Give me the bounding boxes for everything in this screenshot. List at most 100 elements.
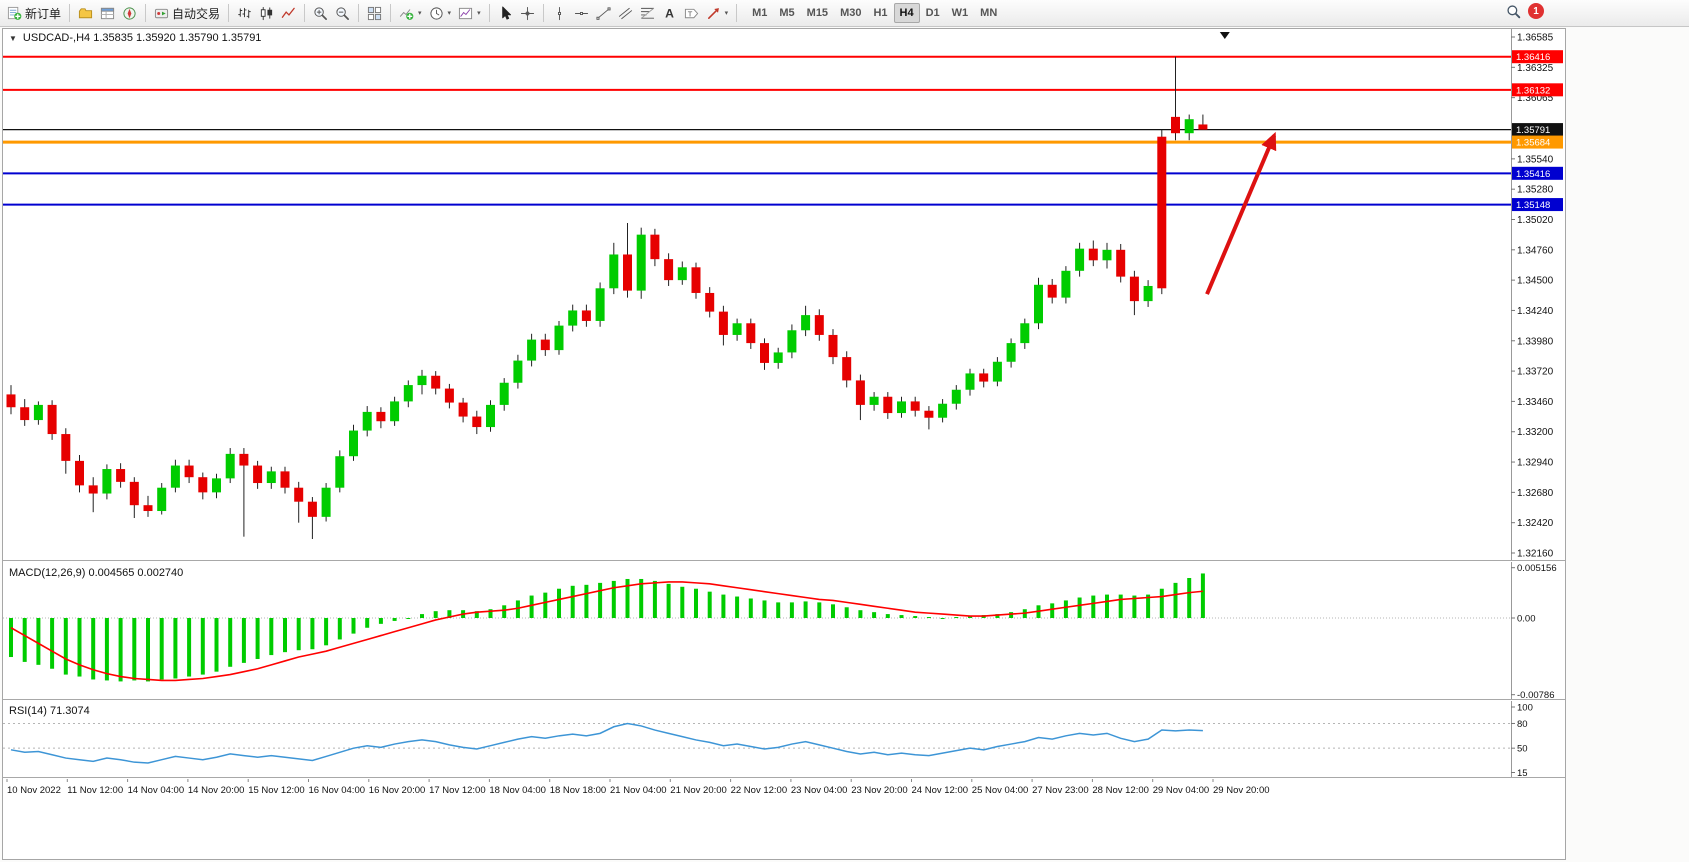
svg-text:14 Nov 20:00: 14 Nov 20:00 [188,785,245,796]
svg-text:1.36132: 1.36132 [1516,85,1550,96]
periods-button[interactable]: ▾ [426,3,455,24]
label-icon: T [684,6,699,21]
toolbar-separator [358,4,360,22]
chart-profiles-button[interactable] [75,3,96,24]
ohlc-header: ▼ USDCAD-,H4 1.35835 1.35920 1.35790 1.3… [9,32,261,44]
svg-text:28 Nov 12:00: 28 Nov 12:00 [1092,785,1149,796]
line-chart-button[interactable] [278,3,299,24]
svg-text:1.33460: 1.33460 [1517,397,1554,408]
new-order-button[interactable]: 新订单 [4,3,64,24]
channel-icon [618,6,633,21]
line-chart-icon [281,6,296,21]
trendline-button[interactable] [593,3,614,24]
svg-text:1.35684: 1.35684 [1516,138,1550,149]
candlesticks [6,56,1208,540]
main-toolbar: 1 新订单 自动交易 ▾ ▾ ▾ A T ▾ M1 M5 M15 M30 H1 H4 D1 W1 MN [0,0,1689,27]
timeframe-W1[interactable]: W1 [951,7,969,19]
svg-text:-0.00786: -0.00786 [1517,690,1555,701]
chevron-down-icon: ▾ [477,10,481,17]
svg-text:1.36065: 1.36065 [1517,93,1554,104]
svg-text:1.35280: 1.35280 [1517,185,1554,196]
timeframe-M15[interactable]: M15 [806,7,829,19]
bar-chart-button[interactable] [234,3,255,24]
candlestick-chart-button[interactable] [256,3,277,24]
chart-canvas[interactable]: 1.36585 1.36325 1.36065 1.35540 1.35280 1.350… [3,29,1565,859]
price-badge-1.35148 [1512,198,1563,212]
macd-indicator-label: MACD(12,26,9) 0.004565 0.002740 [9,567,184,579]
notifications-badge[interactable]: 1 [1528,3,1544,19]
svg-text:50: 50 [1517,744,1528,755]
price-badge-1.35416 [1512,166,1563,180]
profiles-icon [78,6,93,21]
hline-icon [574,6,589,21]
svg-text:17 Nov 12:00: 17 Nov 12:00 [429,785,486,796]
timeframe-M30[interactable]: M30 [840,7,862,19]
svg-text:1.33980: 1.33980 [1517,336,1554,347]
indicators-icon [399,6,414,21]
fibonacci-button[interactable] [637,3,658,24]
tile-windows-button[interactable] [364,3,385,24]
text-label-button[interactable]: T [681,3,702,24]
svg-text:16 Nov 20:00: 16 Nov 20:00 [369,785,426,796]
navigator-button[interactable] [119,3,140,24]
toolbar-separator [390,4,392,22]
macd-signal-line [10,581,1203,682]
autotrading-button[interactable]: 自动交易 [151,3,223,24]
svg-text:25 Nov 04:00: 25 Nov 04:00 [972,785,1029,796]
svg-text:23 Nov 04:00: 23 Nov 04:00 [791,785,848,796]
rsi-indicator-label: RSI(14) 71.3074 [9,705,90,717]
text-icon: A [662,6,677,21]
horizontal-line-button[interactable] [571,3,592,24]
svg-text:1.32160: 1.32160 [1517,549,1554,560]
svg-text:11 Nov 12:00: 11 Nov 12:00 [67,785,123,796]
zoom-out-icon [335,6,350,21]
templates-button[interactable]: ▾ [455,3,484,24]
chart-shift-marker[interactable] [1219,32,1230,39]
timeframe-H1[interactable]: H1 [873,7,888,19]
search-icon[interactable] [1506,4,1521,19]
price-badge-1.35684 [1512,135,1563,149]
svg-text:16 Nov 04:00: 16 Nov 04:00 [309,785,366,796]
text-button[interactable]: A [659,3,680,24]
timeframe-M1[interactable]: M1 [752,7,768,19]
toolbar-right-cluster: 1 [1506,3,1544,19]
zoom-out-button[interactable] [332,3,353,24]
svg-text:10 Nov 2022: 10 Nov 2022 [7,785,61,796]
svg-text:A: A [665,6,674,20]
arrows-button[interactable]: ▾ [703,3,732,24]
timeframe-M5[interactable]: M5 [779,7,795,19]
price-badge-1.36132 [1512,83,1563,97]
timeframe-D1[interactable]: D1 [925,7,940,19]
chart-window[interactable]: ▼ USDCAD-,H4 1.35835 1.35920 1.35790 1.3… [2,28,1566,860]
bars-icon [237,6,252,21]
cursor-button[interactable] [495,3,516,24]
horizontal-level-lines[interactable] [3,55,1511,206]
arrows-icon [706,6,721,21]
svg-text:18 Nov 18:00: 18 Nov 18:00 [550,785,607,796]
trendline-icon [596,6,611,21]
zoom-in-button[interactable] [310,3,331,24]
svg-text:21 Nov 20:00: 21 Nov 20:00 [670,785,727,796]
symbol-ohlc-text: USDCAD-,H4 1.35835 1.35920 1.35790 1.357… [22,32,262,44]
timeframe-MN[interactable]: MN [980,7,998,19]
zoom-in-icon [313,6,328,21]
equidistant-channel-button[interactable] [615,3,636,24]
svg-text:15 Nov 12:00: 15 Nov 12:00 [248,785,305,796]
toolbar-separator [145,4,147,22]
rsi-pane: 100 80 50 15 [3,703,1533,779]
market-watch-button[interactable] [97,3,118,24]
one-click-trading-icon[interactable]: ▼ [9,33,17,43]
crosshair-button[interactable] [517,3,538,24]
chevron-down-icon: ▾ [447,10,452,17]
toolbar-separator [228,4,230,22]
svg-text:1.36585: 1.36585 [1517,33,1554,44]
svg-text:1.34500: 1.34500 [1517,276,1554,287]
trend-arrow-annotation[interactable] [1205,131,1277,295]
timeframe-H4[interactable]: H4 [893,3,920,23]
toolbar-separator [736,4,738,22]
vertical-line-button[interactable] [549,3,570,24]
price-axis[interactable]: 1.36585 1.36325 1.36065 1.35540 1.35280 1.350… [1511,29,1563,778]
svg-text:1.33720: 1.33720 [1517,367,1554,378]
time-axis[interactable]: 10 Nov 2022 11 Nov 12:00 14 Nov 04:00 14 No… [6,778,1270,797]
indicators-button[interactable]: ▾ [396,3,425,24]
